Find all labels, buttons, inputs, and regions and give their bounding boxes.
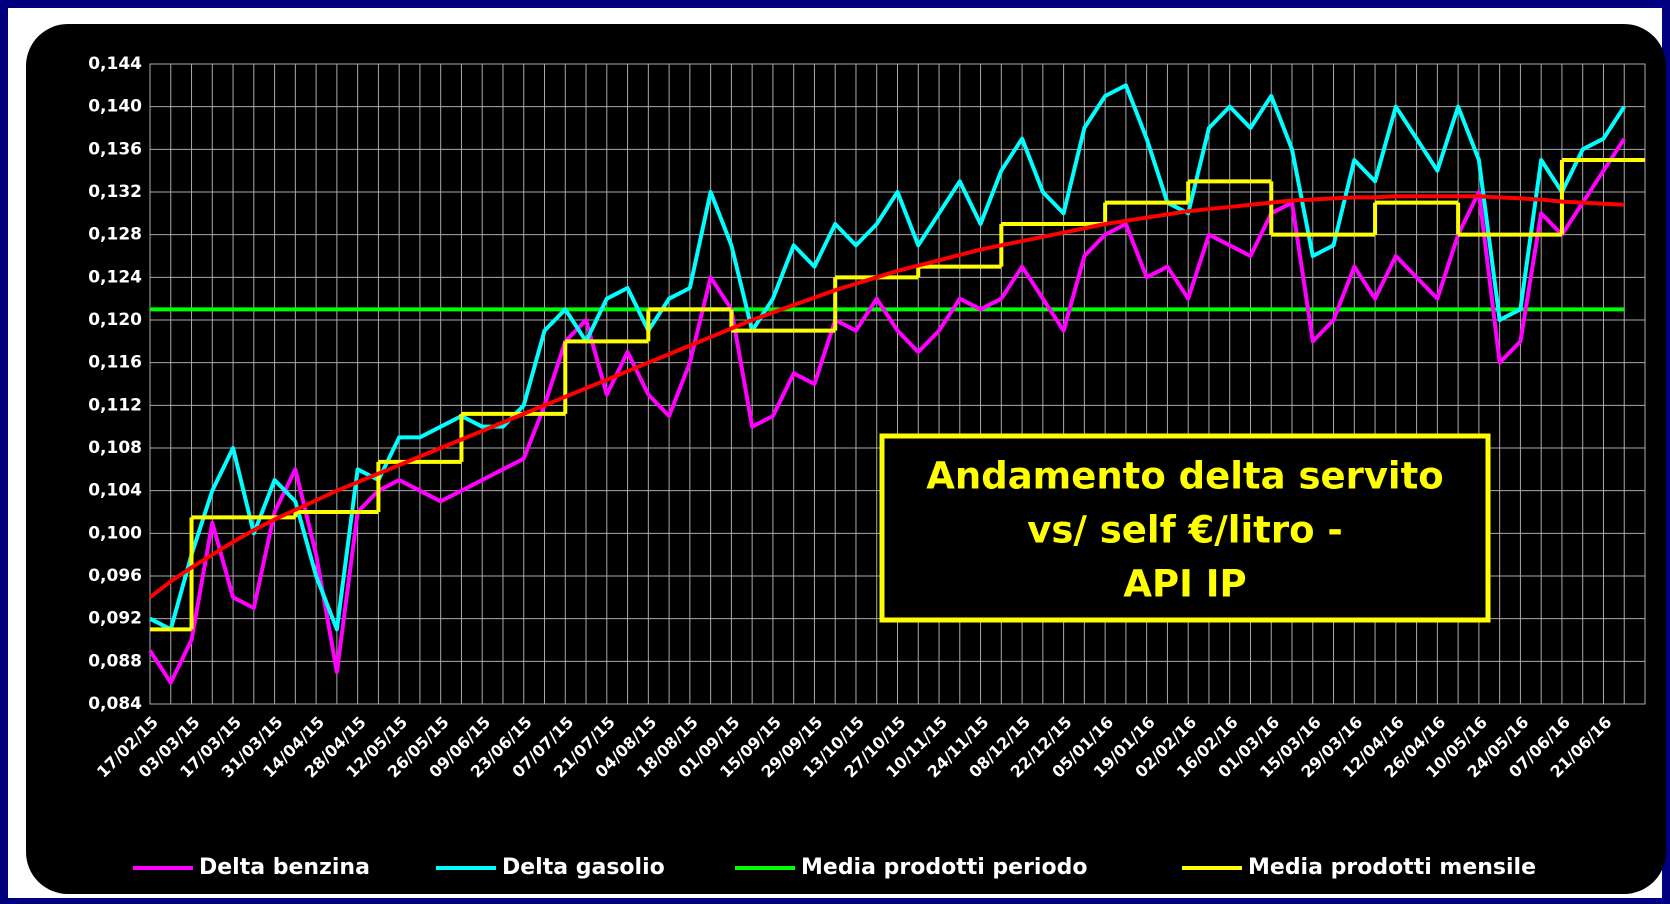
legend-label: Delta benzina [199,855,370,880]
legend: Delta benzina Delta gasolio Media prodotti… [133,855,1536,880]
y-tick-label: 0,092 [88,609,142,629]
y-tick-label: 0,108 [88,438,142,458]
series-line [148,137,1626,685]
y-tick-label: 0,104 [88,481,142,501]
y-tick-label: 0,116 [88,353,142,373]
y-tick-label: 0,128 [88,225,142,245]
series-line [148,194,1625,599]
y-tick-label: 0,124 [88,267,142,287]
y-tick-label: 0,144 [88,54,142,74]
y-tick-label: 0,100 [88,523,142,543]
y-tick-label: 0,112 [88,395,142,415]
plot-border [149,63,1646,705]
annotation-box [879,433,1491,623]
y-tick-label: 0,084 [88,694,142,714]
y-tick-label: 0,088 [88,651,142,671]
y-tick-label: 0,136 [88,139,142,159]
y-tick-label: 0,120 [88,310,142,330]
y-tick-label: 0,096 [88,566,142,586]
annotation: vs/ self €/litro - [1027,509,1343,552]
y-tick-label: 0,140 [88,97,142,117]
plot [148,83,1645,685]
annotation: API IP [1123,563,1246,606]
series-line [149,83,1626,632]
legend-label: Media prodotti periodo [801,855,1087,880]
legend-label: Media prodotti mensile [1248,855,1536,880]
y-tick-label: 0,132 [88,182,142,202]
annotation: Andamento delta servito [926,455,1443,498]
legend-label: Delta gasolio [502,855,665,880]
